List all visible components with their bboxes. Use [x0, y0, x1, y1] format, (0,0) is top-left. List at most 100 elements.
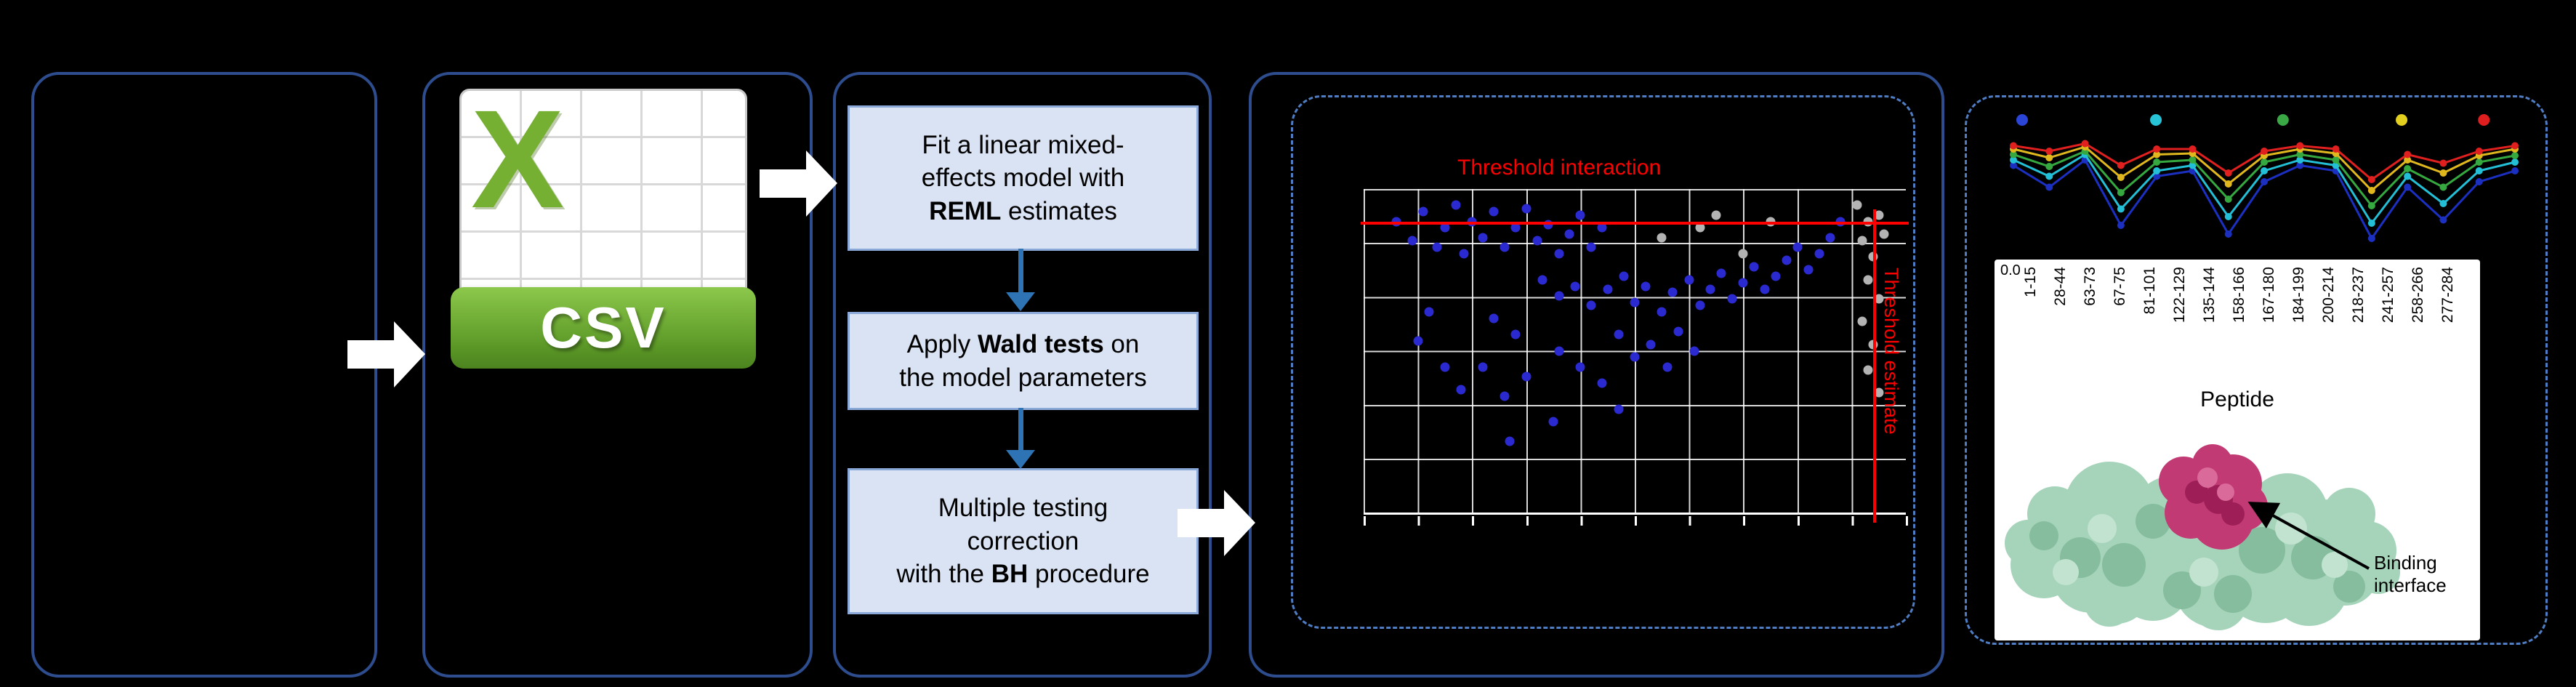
peptide-axis-labels: 1-15 28-44 63-73 67-75 81-101 122-129 135-144 1… — [1995, 260, 2480, 387]
dashed-box-scatter — [1291, 95, 1915, 629]
scatter-point-significant — [1792, 242, 1803, 252]
scatter-point-significant — [1548, 417, 1558, 427]
uptake-marker-icon — [2296, 161, 2304, 169]
step-box-text-line: effects model with — [921, 164, 1125, 193]
scatter-point-significant — [1478, 233, 1488, 243]
legend-dot-icon — [2150, 114, 2162, 126]
scatter-point-significant — [1521, 371, 1531, 382]
uptake-marker-icon — [2153, 150, 2161, 158]
step-box-wald: Apply Wald tests on the model parameters — [848, 312, 1199, 410]
uptake-marker-icon — [2153, 158, 2161, 166]
scatter-point-significant — [1478, 362, 1488, 372]
csv-banner: CSV — [451, 287, 756, 369]
scatter-point-significant — [1662, 362, 1673, 372]
uptake-marker-icon — [2045, 183, 2053, 191]
uptake-marker-icon — [2010, 150, 2017, 158]
peptide-tick-label: 63-73 — [2082, 267, 2098, 306]
scatter-x-ticks — [1364, 516, 1909, 526]
scatter-point-significant — [1554, 249, 1564, 259]
scatter-point-significant — [1459, 249, 1469, 259]
scatter-point-significant — [1771, 271, 1781, 281]
uptake-marker-icon — [2189, 161, 2197, 169]
scatter-point-reference — [1879, 229, 1889, 239]
uptake-marker-icon — [2439, 159, 2447, 167]
uptake-marker-icon — [2045, 154, 2053, 161]
scatter-point-significant — [1500, 391, 1510, 401]
uptake-marker-icon — [2224, 180, 2232, 188]
peptide-tick-label: 135-144 — [2201, 267, 2218, 324]
uptake-marker-icon — [2261, 178, 2268, 185]
scatter-point-significant — [1646, 340, 1656, 350]
scatter-point-significant — [1738, 278, 1748, 288]
peptide-tick-label: 258-266 — [2410, 267, 2426, 324]
uptake-marker-icon — [2189, 156, 2197, 164]
binding-label-line2: interface — [2374, 574, 2447, 597]
scatter-point-significant — [1505, 436, 1515, 446]
scatter-point-reference — [1695, 222, 1705, 233]
scatter-point-reference — [1857, 316, 1867, 326]
scatter-point-significant — [1456, 385, 1466, 395]
scatter-point-significant — [1440, 222, 1450, 233]
scatter-point-significant — [1705, 284, 1715, 294]
scatter-point-significant — [1554, 291, 1564, 301]
uptake-marker-icon — [2117, 161, 2125, 169]
peptide-tick-label: 122-129 — [2171, 267, 2188, 324]
uptake-marker-icon — [2367, 220, 2375, 227]
threshold-estimate-label: Threshold estimate — [1880, 268, 1902, 435]
peptide-tick-label: 200-214 — [2320, 267, 2337, 324]
scatter-point-significant — [1510, 329, 1521, 340]
uptake-marker-icon — [2045, 163, 2053, 170]
uptake-marker-icon — [2332, 156, 2340, 164]
uptake-marker-icon — [2224, 230, 2232, 238]
scatter-point-significant — [1413, 336, 1423, 346]
step-box-text-line: Multiple testing — [938, 494, 1108, 523]
scatter-point-significant — [1532, 236, 1542, 246]
scatter-point-significant — [1564, 229, 1574, 239]
uptake-marker-icon — [2117, 189, 2125, 196]
uptake-marker-icon — [2404, 150, 2412, 158]
scatter-point-significant — [1586, 242, 1596, 252]
scatter-point-significant — [1614, 404, 1624, 414]
uptake-marker-icon — [2224, 196, 2232, 203]
uptake-marker-icon — [2117, 222, 2125, 229]
peptide-tick-label: 67-75 — [2112, 267, 2128, 306]
scatter-point-significant — [1657, 307, 1667, 317]
protein-structure-image — [2005, 444, 2400, 630]
interaction-scatter-plot — [1361, 189, 1909, 523]
uptake-marker-icon — [2010, 142, 2017, 150]
scatter-point-significant — [1630, 297, 1640, 308]
uptake-marker-icon — [2404, 172, 2412, 180]
scatter-point-significant — [1814, 249, 1824, 259]
step-box-text-line: Fit a linear mixed- — [922, 130, 1124, 159]
peptide-tick-label: 218-237 — [2350, 267, 2367, 324]
scatter-point-significant — [1500, 242, 1510, 252]
scatter-point-reference — [1711, 210, 1721, 220]
uptake-marker-icon — [2224, 213, 2232, 220]
uptake-marker-icon — [2081, 140, 2089, 148]
scatter-point-significant — [1489, 206, 1499, 217]
scatter-point-significant — [1521, 204, 1531, 214]
scatter-point-reference — [1857, 236, 1867, 246]
step-box-bh: Multiple testing correction with the BH pr… — [848, 468, 1199, 614]
step-box-reml: Fit a linear mixed-effects model with REM… — [848, 105, 1199, 251]
scatter-point-significant — [1418, 206, 1428, 217]
scatter-point-reference — [1874, 387, 1884, 398]
scatter-point-significant — [1673, 326, 1683, 337]
uptake-marker-icon — [2439, 169, 2447, 177]
uptake-marker-icon — [2475, 148, 2483, 155]
scatter-point-reference — [1738, 249, 1748, 259]
scatter-point-significant — [1630, 352, 1640, 362]
uptake-marker-icon — [2475, 178, 2483, 185]
binding-interface-pink — [2159, 444, 2268, 550]
csv-banner-label: CSV — [540, 295, 667, 360]
uptake-marker-icon — [2296, 156, 2304, 164]
uptake-marker-icon — [2296, 142, 2304, 150]
uptake-marker-icon — [2117, 174, 2125, 181]
uptake-marker-icon — [2153, 172, 2161, 180]
binding-label-line1: Binding — [2374, 552, 2437, 574]
uptake-marker-icon — [2045, 172, 2053, 180]
uptake-marker-icon — [2261, 158, 2268, 166]
step-box-text-line: Apply Wald tests on — [906, 330, 1140, 358]
uptake-marker-icon — [2010, 161, 2017, 169]
scatter-point-reference — [1657, 233, 1667, 243]
